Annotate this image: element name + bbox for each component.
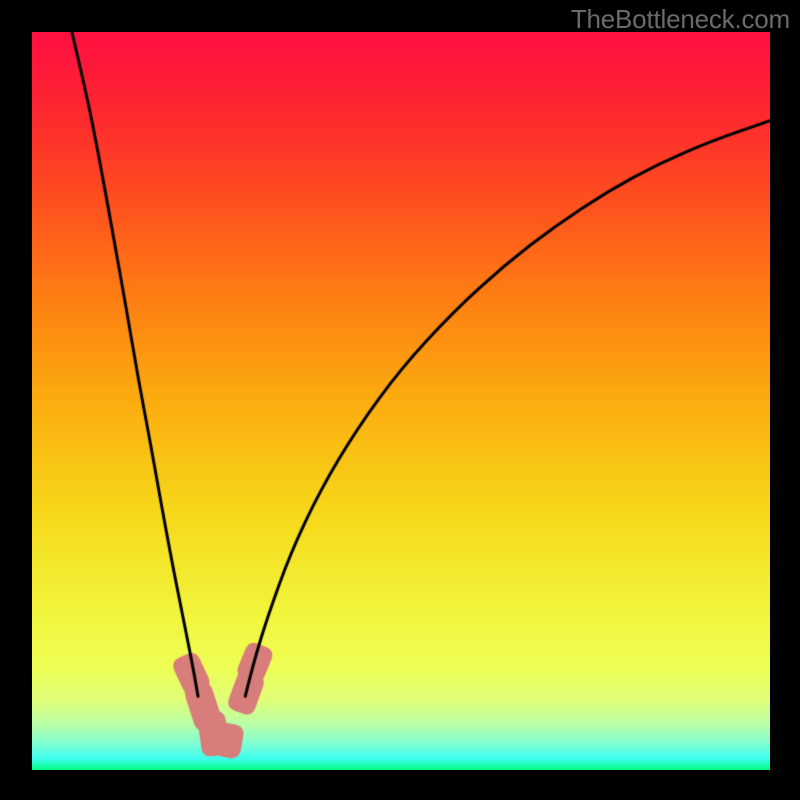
plot-area: [32, 32, 770, 770]
curve-layer: [32, 32, 770, 770]
figure-root: { "watermark": { "text": "TheBottleneck.…: [0, 0, 800, 800]
watermark-text: TheBottleneck.com: [571, 4, 790, 35]
